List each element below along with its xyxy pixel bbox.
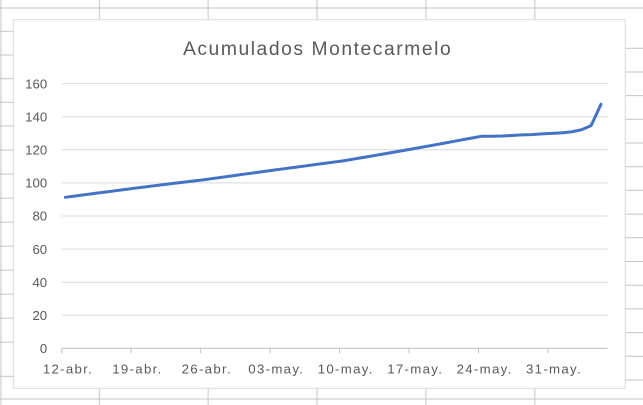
svg-text:100: 100 (25, 176, 47, 191)
svg-text:160: 160 (25, 76, 47, 91)
svg-text:40: 40 (32, 275, 47, 290)
svg-text:10-may.: 10-may. (318, 361, 374, 376)
svg-text:26-abr.: 26-abr. (182, 361, 232, 376)
svg-text:60: 60 (32, 242, 47, 257)
svg-text:03-may.: 03-may. (248, 361, 304, 376)
svg-text:80: 80 (32, 209, 47, 224)
svg-text:17-may.: 17-may. (387, 361, 443, 376)
svg-text:31-may.: 31-may. (526, 361, 582, 376)
svg-text:19-abr.: 19-abr. (112, 361, 162, 376)
svg-text:24-may.: 24-may. (457, 361, 513, 376)
svg-text:120: 120 (25, 143, 47, 158)
svg-text:0: 0 (40, 341, 47, 356)
svg-text:140: 140 (25, 109, 47, 124)
svg-text:20: 20 (32, 308, 47, 323)
svg-text:12-abr.: 12-abr. (43, 361, 93, 376)
svg-text:Acumulados Montecarmelo: Acumulados Montecarmelo (183, 39, 452, 60)
